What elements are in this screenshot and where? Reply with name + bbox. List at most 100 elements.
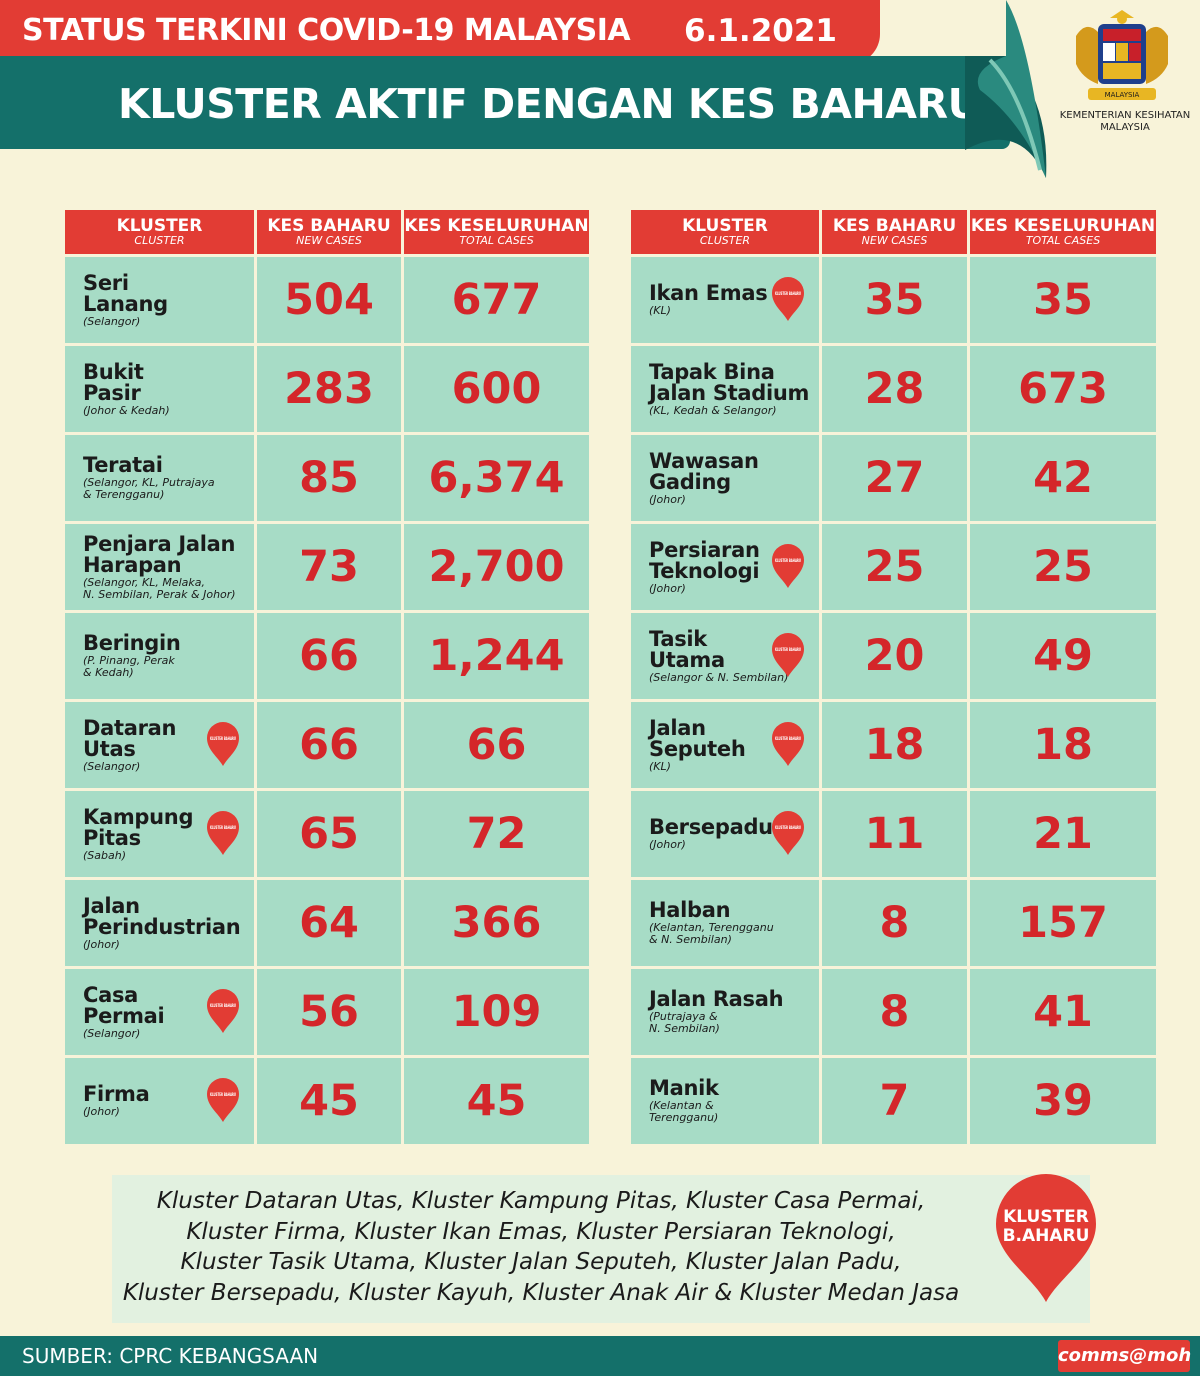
- cluster-name: Penjara Jalan Harapan: [83, 531, 236, 577]
- table-row: Manik (Kelantan & Terengganu) 7 39: [631, 1058, 1156, 1144]
- cluster-name: Bersepadu: [649, 815, 773, 839]
- new-cases-cell: 504: [257, 257, 401, 343]
- table-row: Wawasan Gading (Johor) 27 42: [631, 435, 1156, 521]
- source-text: SUMBER: CPRC KEBANGSAAN: [22, 1344, 319, 1368]
- note-line: Kluster Dataran Utas, Kluster Kampung Pi…: [156, 1188, 926, 1214]
- new-clusters-note-box: [112, 1175, 1090, 1323]
- pin-label: KLUSTER BAHARU: [210, 1092, 236, 1098]
- note-line: Kluster Firma, Kluster Ikan Emas, Kluste…: [186, 1218, 896, 1245]
- new-cases-cell: 73: [257, 524, 401, 610]
- pin-label-line2: B.AHARU: [1003, 1226, 1090, 1246]
- total-cases-cell: 673: [970, 346, 1156, 432]
- cluster-name: Tasik Utama: [649, 626, 725, 672]
- cluster-region: (Johor & Kedah): [83, 403, 170, 417]
- cluster-region: (Johor): [649, 492, 686, 506]
- new-cases-cell: 64: [257, 880, 401, 966]
- new-cases-cell: 8: [822, 880, 967, 966]
- cluster-region: (Selangor, KL, Melaka, N. Sembilan, Pera…: [83, 575, 236, 601]
- cluster-region: (Johor): [649, 838, 686, 851]
- page-title: KLUSTER AKTIF DENGAN KES BAHARU: [118, 80, 981, 128]
- new-cases-cell: 7: [822, 1058, 967, 1144]
- new-cluster-pin-icon: KLUSTER BAHARU: [207, 989, 239, 1033]
- table-row: Beringin (P. Pinang, Perak & Kedah) 66 1,24…: [65, 613, 589, 699]
- new-cases-cell: 35: [822, 257, 967, 343]
- cluster-name: Jalan Rasah: [649, 987, 784, 1011]
- cluster-cell: Beringin (P. Pinang, Perak & Kedah): [65, 613, 254, 699]
- cluster-table-left: KLUSTER CLUSTER KES BAHARU NEW CASES KES K…: [62, 207, 592, 1147]
- cluster-region: (Selangor): [83, 314, 141, 328]
- total-cases-cell: 109: [404, 969, 589, 1055]
- cluster-cell: Wawasan Gading (Johor): [631, 435, 819, 521]
- total-cases-cell: 45: [404, 1058, 589, 1144]
- table-row: Jalan Perindustrian (Johor) 64 366: [65, 880, 589, 966]
- new-cases-cell: 66: [257, 702, 401, 788]
- cluster-cell: Manik (Kelantan & Terengganu): [631, 1058, 819, 1144]
- new-cases-cell: 28: [822, 346, 967, 432]
- status-banner: STATUS TERKINI COVID-19 MALAYSIA 6.1.202…: [0, 0, 880, 64]
- new-clusters-note: Kluster Dataran Utas, Kluster Kampung Pi…: [112, 1186, 970, 1308]
- new-cases-cell: 8: [822, 969, 967, 1055]
- cluster-cell: Bersepadu(Johor) KLUSTER BAHARU: [631, 791, 819, 877]
- cluster-name: Beringin: [83, 631, 181, 655]
- cluster-region: (Putrajaya & N. Sembilan): [649, 1010, 720, 1035]
- table-row: Halban (Kelantan, Terengganu & N. Sembila…: [631, 880, 1156, 966]
- table-row: Tasik Utama (Selangor & N. Sembilan) KLUST…: [631, 613, 1156, 699]
- column-header-total-cases: KES KESELURUHAN TOTAL CASES: [404, 210, 589, 254]
- cluster-region: (Johor): [83, 1105, 120, 1118]
- new-cases-cell: 56: [257, 969, 401, 1055]
- new-cases-cell: 20: [822, 613, 967, 699]
- cluster-region: (Selangor & N. Sembilan): [649, 670, 789, 684]
- cluster-cell: Tapak Bina Jalan Stadium (KL, Kedah & Sel…: [631, 346, 819, 432]
- column-header-cluster: KLUSTER CLUSTER: [65, 210, 254, 254]
- cluster-cell: Kampung Pitas(Sabah) KLUSTER BAHARU: [65, 791, 254, 877]
- new-cases-cell: 27: [822, 435, 967, 521]
- cluster-name: Tapak Bina Jalan Stadium: [649, 359, 810, 405]
- new-cluster-pin-icon: KLUSTER BAHARU: [772, 633, 804, 677]
- report-date: 6.1.2021: [684, 13, 837, 49]
- cluster-table-right: KLUSTER CLUSTER KES BAHARU NEW CASES KES K…: [628, 207, 1159, 1147]
- cluster-cell: Jalan Seputeh(KL) KLUSTER BAHARU: [631, 702, 819, 788]
- pin-label: KLUSTER BAHARU: [210, 1003, 236, 1009]
- new-cluster-pin-icon: KLUSTER BAHARU: [207, 722, 239, 766]
- cluster-cell: Casa Permai(Selangor) KLUSTER BAHARU: [65, 969, 254, 1055]
- cluster-name: Halban: [649, 898, 731, 922]
- new-cluster-pin-icon: KLUSTER BAHARU: [772, 544, 804, 588]
- new-cluster-pin-icon: KLUSTER BAHARU: [772, 722, 804, 766]
- pin-label: KLUSTER BAHARU: [775, 825, 801, 831]
- cluster-region: (Selangor): [83, 1026, 141, 1040]
- table-header-row: KLUSTER CLUSTER KES BAHARU NEW CASES KES K…: [65, 210, 589, 254]
- column-header-cluster: KLUSTER CLUSTER: [631, 210, 819, 254]
- cluster-region: (P. Pinang, Perak & Kedah): [83, 654, 175, 679]
- new-cluster-pin-icon: KLUSTER BAHARU: [207, 811, 239, 855]
- new-cases-cell: 18: [822, 702, 967, 788]
- total-cases-cell: 66: [404, 702, 589, 788]
- cluster-cell: Seri Lanang (Selangor): [65, 257, 254, 343]
- total-cases-cell: 39: [970, 1058, 1156, 1144]
- new-cases-cell: 283: [257, 346, 401, 432]
- cluster-region: (Selangor): [83, 759, 141, 773]
- column-header-new-cases: KES BAHARU NEW CASES: [257, 210, 401, 254]
- cluster-name: Wawasan Gading: [649, 448, 759, 494]
- cluster-cell: Bukit Pasir (Johor & Kedah): [65, 346, 254, 432]
- cluster-region: (KL): [649, 759, 671, 773]
- table-row: Teratai (Selangor, KL, Putrajaya & Tereng…: [65, 435, 589, 521]
- cluster-region: (KL, Kedah & Selangor): [649, 403, 777, 417]
- cluster-cell: Teratai (Selangor, KL, Putrajaya & Tereng…: [65, 435, 254, 521]
- cluster-name: Seri Lanang: [83, 270, 168, 316]
- table-row: Bukit Pasir (Johor & Kedah) 283 600: [65, 346, 589, 432]
- cluster-cell: Jalan Perindustrian (Johor): [65, 880, 254, 966]
- total-cases-cell: 49: [970, 613, 1156, 699]
- cluster-name: Persiaran Teknologi: [649, 537, 760, 583]
- table-row: Persiaran Teknologi(Johor) KLUSTER BAHARU…: [631, 524, 1156, 610]
- new-cluster-pin-icon: KLUSTER BAHARU: [207, 1078, 239, 1122]
- total-cases-cell: 41: [970, 969, 1156, 1055]
- pin-label: KLUSTER BAHARU: [210, 736, 236, 742]
- pin-label: KLUSTER BAHARU: [775, 558, 801, 564]
- total-cases-cell: 18: [970, 702, 1156, 788]
- pin-label-line1: KLUSTER: [1003, 1207, 1089, 1227]
